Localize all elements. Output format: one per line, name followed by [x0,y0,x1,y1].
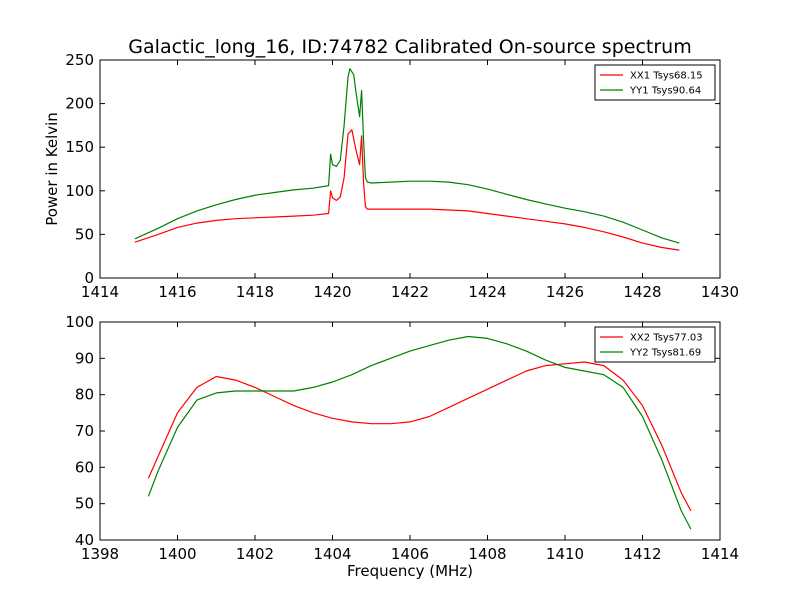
x-tick-label: 1428 [623,283,661,301]
x-tick-label: 1414 [701,545,739,563]
y-tick-label: 150 [65,138,94,156]
x-tick-label: 1422 [391,283,429,301]
legend-box [594,326,716,363]
series-line-1 [147,361,692,512]
legend-label: YY2 Tsys81.69 [629,348,701,359]
x-tick-label: 1408 [468,545,506,563]
y-tick-label: 100 [65,313,94,331]
x-axis-label: Frequency (MHz) [347,562,473,580]
x-tick-label: 1420 [313,283,351,301]
y-tick-label: 200 [65,95,94,113]
series-line-2 [147,335,692,530]
y-tick-label: 50 [75,225,94,243]
y-tick-label: 0 [84,269,94,287]
y-tick-label: 250 [65,51,94,69]
bottom-panel: 1398 1400 1402 1404 1406 1408 1410 1412 1414 40 50… [65,313,739,563]
x-tick-label: 1416 [158,283,196,301]
legend: XX2 Tsys77.03 YY2 Tsys81.69 [594,326,716,363]
x-tick-label: 1430 [701,283,739,301]
y-tick-label: 60 [75,458,94,476]
chart-title: Galactic_long_16, ID:74782 Calibrated On… [128,36,691,58]
x-tick-label: 1398 [81,545,119,563]
x-tick-label: 1426 [546,283,584,301]
y-axis-label: Power in Kelvin [43,112,61,226]
x-tick-label: 1424 [468,283,506,301]
legend: XX1 Tsys68.15 YY1 Tsys90.64 [594,64,716,101]
top-panel: 1414 1416 1418 1420 1422 1424 1426 1428 1430 0 50 1… [65,51,739,301]
x-tick-label: 1418 [236,283,274,301]
x-tick-label: 1404 [313,545,351,563]
legend-label: YY1 Tsys90.64 [629,86,701,97]
y-tick-label: 70 [75,422,94,440]
x-tick-label: 1410 [546,545,584,563]
y-tick-label: 40 [75,531,94,549]
x-tick-label: 1414 [81,283,119,301]
y-tick-label: 80 [75,386,94,404]
x-tick-label: 1400 [158,545,196,563]
y-tick-label: 50 [75,495,94,513]
x-tick-label: 1402 [236,545,274,563]
legend-label: XX1 Tsys68.15 [630,71,703,82]
legend-label: XX2 Tsys77.03 [630,333,703,344]
series-line-2 [134,68,680,244]
x-tick-label: 1412 [623,545,661,563]
y-tick-label: 90 [75,349,94,367]
y-tick-label: 100 [65,182,94,200]
legend-box [594,64,716,101]
x-tick-label: 1406 [391,545,429,563]
series-line-1 [134,129,680,251]
